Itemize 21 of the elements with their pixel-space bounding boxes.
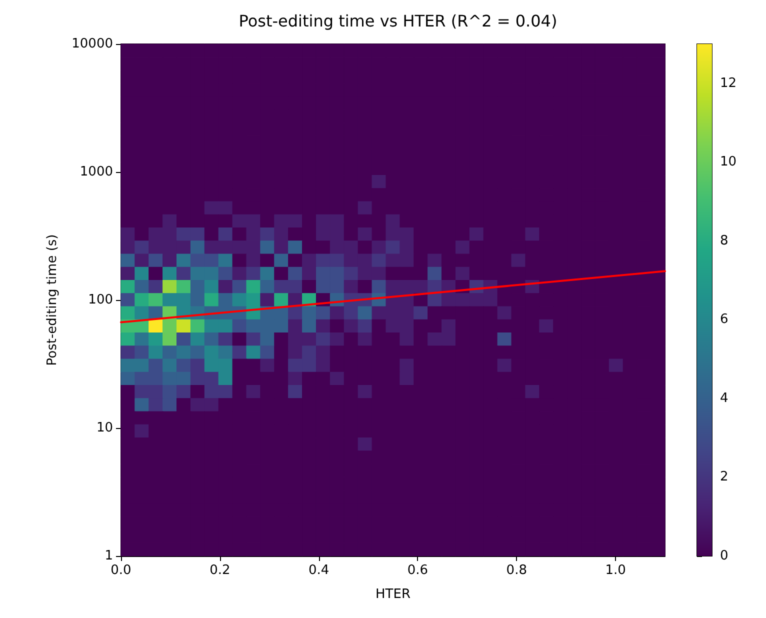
y-tick-label: 10000 xyxy=(72,36,113,52)
x-tick-label: 0.2 xyxy=(210,563,230,578)
y-tick-label: 10 xyxy=(96,420,113,436)
x-tick-label: 0.4 xyxy=(308,563,330,578)
y-tick-label: 1 xyxy=(104,548,113,564)
x-tick-label: 0.0 xyxy=(110,563,132,578)
color-bar-label: 0 xyxy=(720,548,728,564)
color-bar-label: 12 xyxy=(720,76,737,91)
y-axis-title: Post-editing time (s) xyxy=(45,234,60,366)
chart-title: Post-editing time vs HTER (R^2 = 0.04) xyxy=(238,12,558,30)
color-bar-label: 10 xyxy=(720,154,737,170)
x-tick-label: 0.8 xyxy=(506,563,527,578)
color-bar-label: 4 xyxy=(720,390,728,406)
color-bar-label: 2 xyxy=(720,470,728,485)
x-axis-title: HTER xyxy=(376,587,410,602)
color-bar-label: 8 xyxy=(720,233,728,248)
x-tick-label: 0.6 xyxy=(407,563,428,578)
x-tick-label: 1.0 xyxy=(605,563,626,578)
color-bar-label: 6 xyxy=(720,312,728,328)
y-tick-label: 100 xyxy=(88,292,113,308)
y-tick-label: 1000 xyxy=(80,164,113,180)
